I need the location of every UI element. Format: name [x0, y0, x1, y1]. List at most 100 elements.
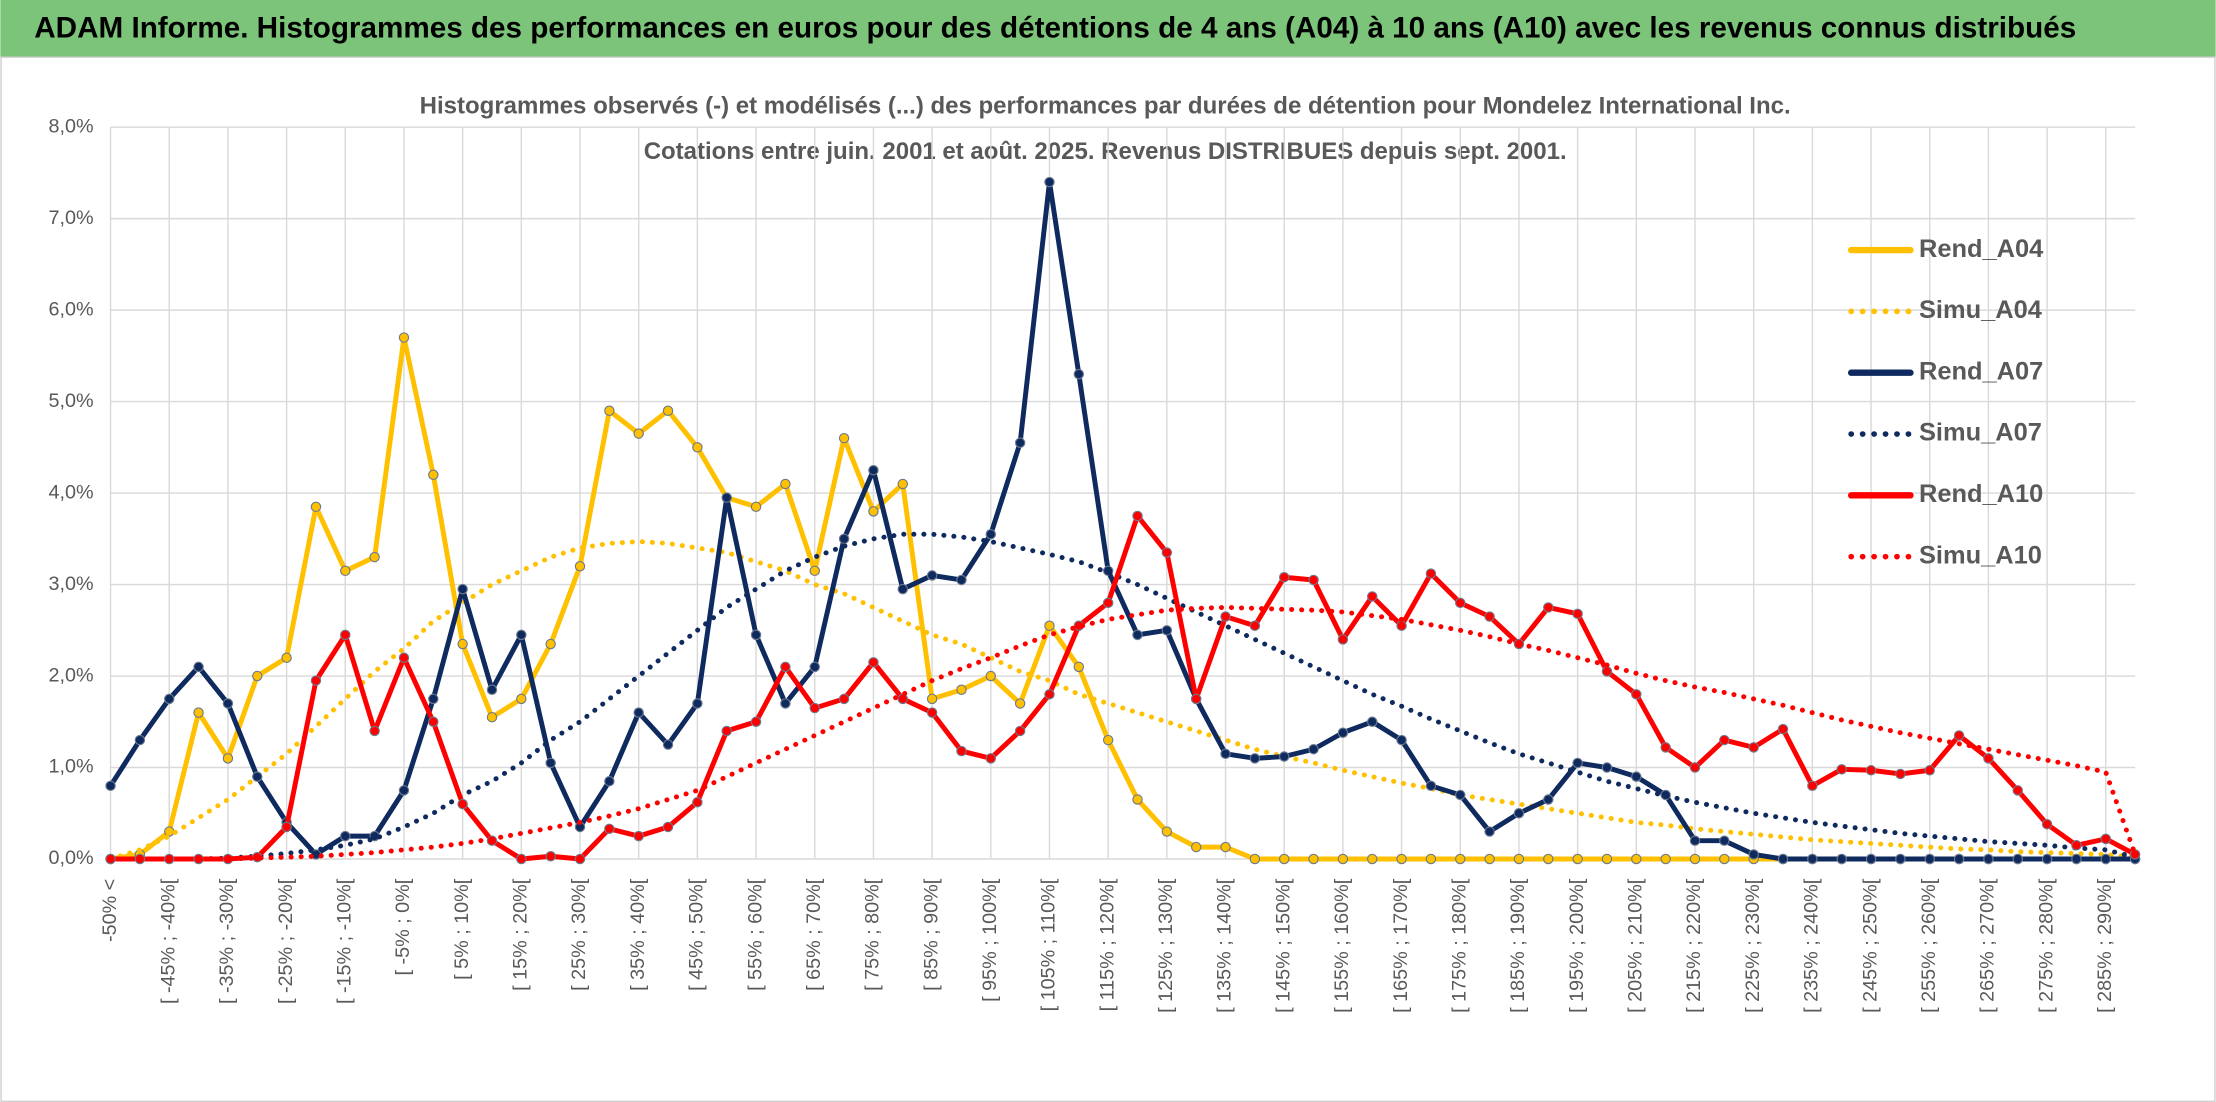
- data-point: [1425, 853, 1437, 865]
- y-tick-label: 7,0%: [49, 207, 94, 229]
- data-point: [750, 716, 762, 728]
- x-tick-label: [ 275% ; 280%[: [2035, 878, 2057, 1013]
- legend-label: Rend_A07: [1919, 357, 2043, 385]
- data-point: [1102, 597, 1114, 609]
- data-point: [457, 583, 468, 595]
- x-tick-label: [ 105% ; 110%[: [1038, 878, 1060, 1011]
- data-point: [2071, 853, 2082, 865]
- data-point: [780, 698, 791, 709]
- data-point: [1425, 568, 1437, 579]
- data-point: [1044, 689, 1055, 700]
- data-point: [1278, 751, 1290, 762]
- data-point: [721, 492, 732, 503]
- data-point: [838, 693, 850, 705]
- x-tick-label: [ 5% ; 10%[: [451, 878, 473, 980]
- y-tick-label: 4,0%: [49, 481, 94, 503]
- data-point: [428, 469, 439, 481]
- data-point: [662, 821, 674, 833]
- data-point: [1396, 620, 1407, 631]
- data-point: [1044, 176, 1055, 188]
- x-tick-label: [ 15% ; 20%[: [510, 878, 532, 991]
- data-point: [545, 757, 556, 769]
- x-tick-label: [ 215% ; 220%[: [1683, 878, 1705, 1013]
- x-tick-label: [ 205% ; 210%[: [1625, 878, 1647, 1013]
- data-point: [398, 785, 410, 796]
- data-point: [897, 583, 908, 595]
- data-point: [692, 442, 703, 453]
- data-point: [222, 698, 234, 709]
- data-point: [985, 529, 997, 540]
- data-point: [1572, 608, 1583, 620]
- data-point: [604, 405, 615, 416]
- data-point: [1601, 666, 1613, 677]
- data-point: [1631, 771, 1642, 782]
- data-point: [1513, 808, 1525, 819]
- data-point: [2071, 840, 2082, 851]
- data-point: [1308, 574, 1319, 586]
- data-point: [1337, 727, 1349, 738]
- data-point: [1367, 591, 1378, 602]
- x-tick-label: [ 245% ; 250%[: [1859, 878, 1881, 1013]
- data-point: [1367, 853, 1378, 865]
- data-point: [369, 551, 380, 563]
- data-point: [1337, 853, 1349, 865]
- x-tick-label: [ 35% ; 40%[: [627, 878, 649, 991]
- data-point: [193, 661, 204, 673]
- data-point: [1308, 743, 1319, 755]
- data-point: [252, 670, 263, 682]
- data-point: [1190, 841, 1202, 853]
- data-point: [340, 629, 351, 641]
- data-point: [809, 661, 820, 673]
- data-point: [1102, 734, 1114, 746]
- data-point: [809, 702, 820, 714]
- x-tick-label: [ 285% ; 290%[: [2094, 878, 2116, 1013]
- x-tick-label: [ 95% ; 100%[: [979, 878, 1001, 1002]
- data-point: [1631, 853, 1642, 865]
- data-point: [1396, 853, 1407, 865]
- data-point: [340, 830, 351, 842]
- data-point: [1249, 753, 1261, 764]
- chart-title: ADAM Informe. Histogrammes des performan…: [34, 11, 2076, 44]
- data-point: [1161, 547, 1173, 558]
- y-tick-label: 1,0%: [49, 756, 94, 778]
- data-point: [1953, 853, 1965, 865]
- data-point: [1631, 689, 1642, 700]
- legend-label: Rend_A10: [1919, 480, 2043, 508]
- data-point: [281, 821, 292, 833]
- data-point: [1777, 853, 1789, 865]
- data-point: [1455, 789, 1466, 801]
- data-point: [868, 657, 879, 668]
- chart-subtitle: Cotations entre juin. 2001 et août. 2025…: [644, 138, 1567, 165]
- data-point: [1044, 620, 1055, 631]
- x-tick-label: [ 195% ; 200%[: [1566, 878, 1588, 1013]
- data-point: [1014, 437, 1026, 448]
- data-point: [457, 798, 468, 810]
- data-point: [164, 693, 175, 705]
- data-point: [1161, 826, 1173, 837]
- data-point: [1073, 368, 1085, 380]
- data-point: [662, 405, 674, 416]
- data-point: [633, 428, 644, 439]
- x-tick-label: [ 45% ; 50%[: [686, 878, 708, 991]
- data-point: [1895, 853, 1906, 865]
- data-point: [398, 332, 410, 343]
- y-tick-label: 8,0%: [49, 115, 94, 137]
- x-tick-label: [ 265% ; 270%[: [1977, 878, 1999, 1013]
- data-point: [1983, 753, 1994, 764]
- x-tick-label: [ 65% ; 70%[: [803, 878, 825, 991]
- data-point: [604, 823, 615, 835]
- data-point: [1660, 742, 1671, 753]
- data-point: [428, 693, 439, 705]
- data-point: [868, 464, 879, 476]
- x-tick-label: [ 145% ; 150%[: [1272, 878, 1294, 1013]
- data-point: [545, 638, 556, 650]
- data-point: [1807, 780, 1818, 792]
- data-point: [1190, 693, 1202, 705]
- data-point: [1073, 661, 1085, 673]
- data-point: [1132, 629, 1143, 641]
- data-point: [1367, 716, 1378, 728]
- data-point: [956, 745, 967, 757]
- series-line: [108, 179, 2138, 862]
- data-point: [1220, 611, 1231, 622]
- data-point: [252, 771, 263, 782]
